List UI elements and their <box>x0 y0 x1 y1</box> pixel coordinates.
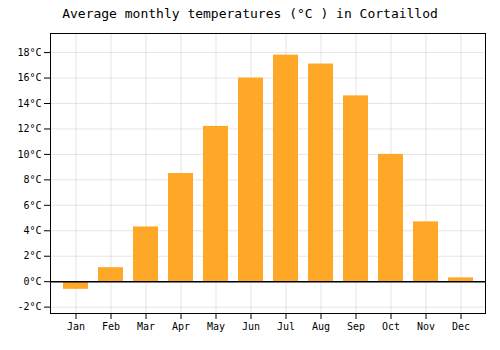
html-text:Average monthly temperatures (: Average monthly temperatures (°C ) in Co… <box>62 6 438 21</box>
svg-text:16°C: 16°C <box>17 72 41 83</box>
svg-text:2°C: 2°C <box>23 250 41 261</box>
svg-text:-2°C: -2°C <box>17 301 41 312</box>
svg-text:8°C: 8°C <box>23 174 41 185</box>
svg-text:Apr: Apr <box>172 321 190 332</box>
svg-text:Mar: Mar <box>137 321 155 332</box>
svg-text:May: May <box>207 321 225 332</box>
svg-text:Sep: Sep <box>347 321 365 332</box>
svg-text:Jul: Jul <box>277 321 295 332</box>
svg-text:12°C: 12°C <box>17 123 41 134</box>
svg-text:Jun: Jun <box>242 321 260 332</box>
svg-text:Nov: Nov <box>417 321 435 332</box>
svg-text:0°C: 0°C <box>23 276 41 287</box>
svg-text:4°C: 4°C <box>23 225 41 236</box>
svg-text:10°C: 10°C <box>17 149 41 160</box>
svg-text:14°C: 14°C <box>17 98 41 109</box>
svg-text:18°C: 18°C <box>17 47 41 58</box>
svg-text:Dec: Dec <box>452 321 470 332</box>
svg-text:Feb: Feb <box>102 321 120 332</box>
svg-text:Aug: Aug <box>312 321 330 332</box>
svg-text:Jan: Jan <box>67 321 85 332</box>
svg-text:Oct: Oct <box>382 321 400 332</box>
svg-text:6°C: 6°C <box>23 200 41 211</box>
